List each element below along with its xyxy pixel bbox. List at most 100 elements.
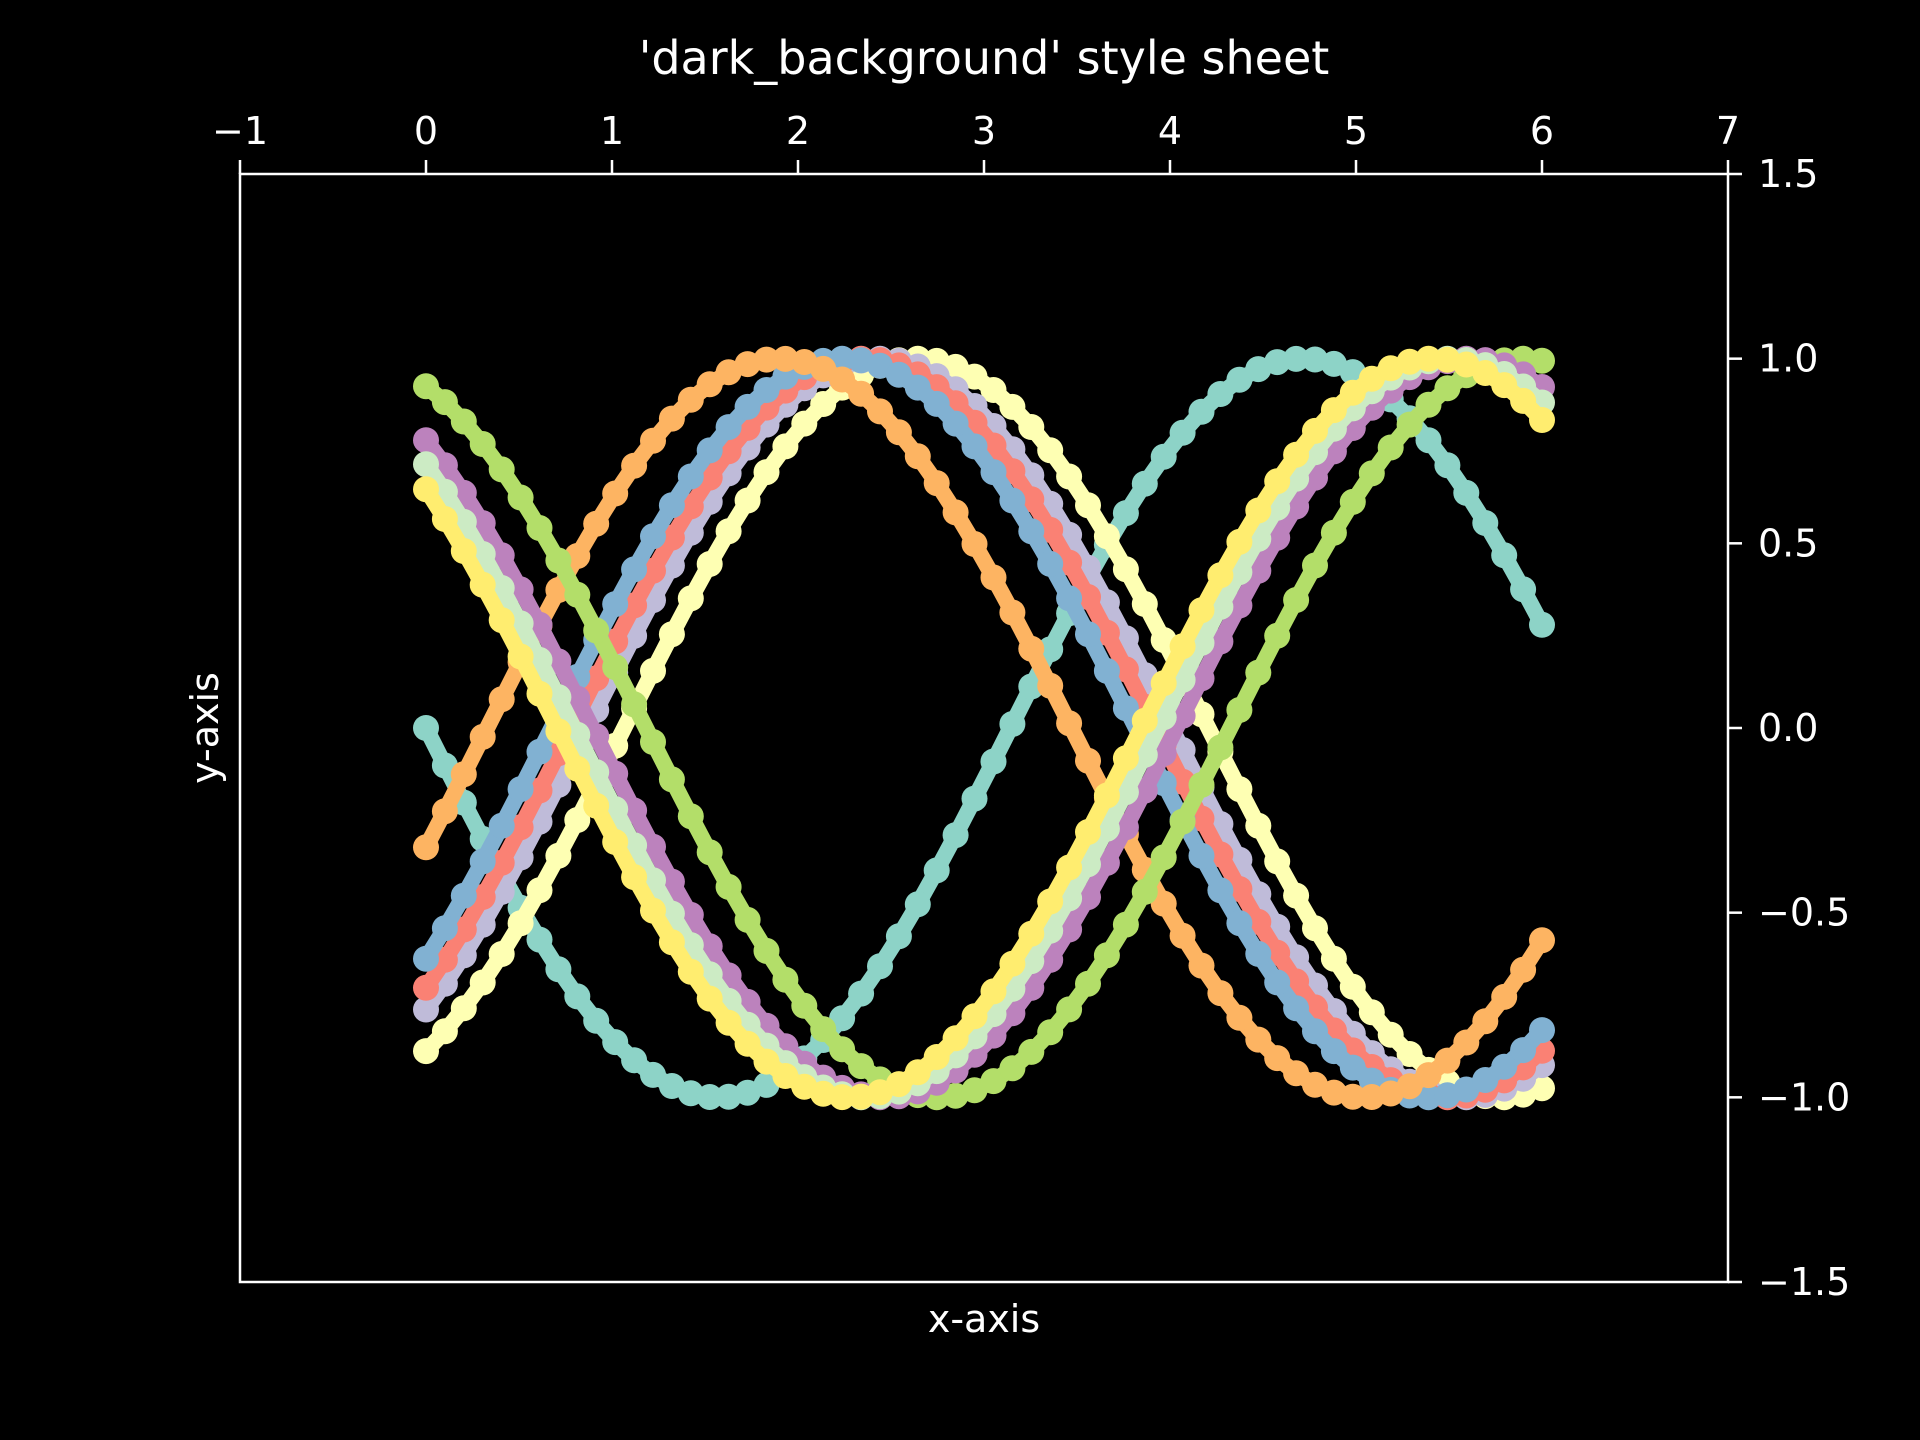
data-point — [923, 857, 950, 884]
data-point — [1226, 776, 1253, 803]
data-point — [961, 531, 988, 557]
data-point — [772, 433, 799, 460]
y-tick-label: −0.5 — [1758, 891, 1850, 935]
data-point — [1056, 549, 1083, 576]
data-point — [1093, 619, 1120, 646]
data-point — [1396, 1041, 1423, 1067]
x-tick-label: 0 — [414, 109, 438, 153]
data-point — [810, 391, 837, 417]
data-point — [1075, 970, 1101, 997]
data-point — [753, 459, 780, 486]
data-point — [469, 723, 496, 750]
data-point — [658, 766, 685, 793]
data-point — [450, 916, 477, 943]
data-point — [1510, 576, 1537, 603]
data-point — [696, 371, 723, 398]
series-5 — [413, 345, 1555, 1111]
data-point — [1245, 940, 1272, 967]
data-point — [753, 937, 780, 964]
data-point — [753, 346, 780, 373]
data-point — [1037, 516, 1064, 543]
data-point — [1339, 488, 1366, 515]
data-point — [1339, 1054, 1366, 1081]
data-point — [1415, 391, 1442, 418]
data-point — [583, 792, 610, 819]
data-point — [526, 738, 553, 765]
data-point — [583, 510, 610, 537]
data-point — [1415, 427, 1442, 454]
data-point — [450, 995, 477, 1022]
data-point — [1245, 497, 1272, 524]
data-point — [1207, 734, 1234, 761]
data-point — [450, 882, 477, 909]
data-point — [1037, 888, 1064, 915]
data-point — [753, 377, 780, 403]
data-point — [640, 557, 666, 584]
data-point — [413, 945, 439, 972]
data-point — [1283, 441, 1310, 468]
data-point — [734, 393, 761, 420]
data-point — [1226, 1004, 1253, 1031]
data-point — [488, 607, 515, 634]
data-point — [1302, 552, 1328, 579]
data-point — [564, 807, 591, 833]
data-point — [1207, 562, 1234, 589]
y-tick-label: 1.5 — [1758, 152, 1818, 196]
data-point — [640, 523, 666, 550]
data-point — [488, 456, 515, 483]
data-point — [1112, 911, 1139, 938]
data-point — [1491, 372, 1518, 399]
data-point — [696, 437, 723, 464]
data-point — [602, 591, 629, 618]
data-point — [1510, 956, 1537, 983]
data-point — [999, 711, 1026, 737]
data-point — [507, 776, 534, 803]
data-point — [1472, 510, 1499, 536]
data-point — [1358, 999, 1385, 1026]
data-point — [1112, 656, 1139, 683]
data-point — [1491, 1053, 1518, 1080]
data-point — [545, 956, 572, 983]
data-point — [640, 1061, 666, 1088]
data-point — [1283, 345, 1310, 372]
data-point — [753, 1048, 780, 1075]
data-point — [526, 877, 553, 904]
data-point — [829, 1005, 856, 1032]
x-tick-label: 1 — [600, 109, 624, 153]
data-point — [1131, 707, 1158, 734]
data-point — [621, 592, 648, 619]
data-point — [999, 599, 1026, 626]
data-point — [621, 452, 648, 479]
data-point — [1226, 528, 1253, 555]
data-point — [1037, 1019, 1064, 1046]
data-point — [507, 484, 534, 511]
x-tick-label: 6 — [1530, 109, 1554, 153]
data-point — [1226, 697, 1253, 723]
data-point — [1510, 1037, 1537, 1064]
data-point — [715, 873, 742, 900]
y-tick-label: 0.5 — [1758, 521, 1818, 565]
data-point — [1529, 611, 1555, 638]
data-point — [1320, 945, 1347, 972]
x-tick-label: 5 — [1344, 109, 1368, 153]
data-point — [715, 1009, 742, 1036]
data-point — [1056, 710, 1083, 737]
data-point — [942, 822, 969, 849]
data-point — [1037, 550, 1064, 577]
data-point — [507, 910, 534, 937]
data-point — [658, 621, 685, 648]
data-point — [715, 414, 742, 441]
data-point — [545, 547, 572, 574]
data-point — [1018, 673, 1045, 700]
data-point — [923, 1044, 950, 1070]
data-point — [469, 884, 496, 910]
data-point — [923, 470, 950, 497]
data-point — [677, 386, 704, 413]
data-point — [1320, 1038, 1347, 1065]
data-point — [1264, 622, 1291, 649]
data-point — [413, 996, 439, 1023]
data-point — [942, 499, 969, 526]
data-point — [1112, 556, 1139, 583]
data-point — [677, 585, 704, 612]
